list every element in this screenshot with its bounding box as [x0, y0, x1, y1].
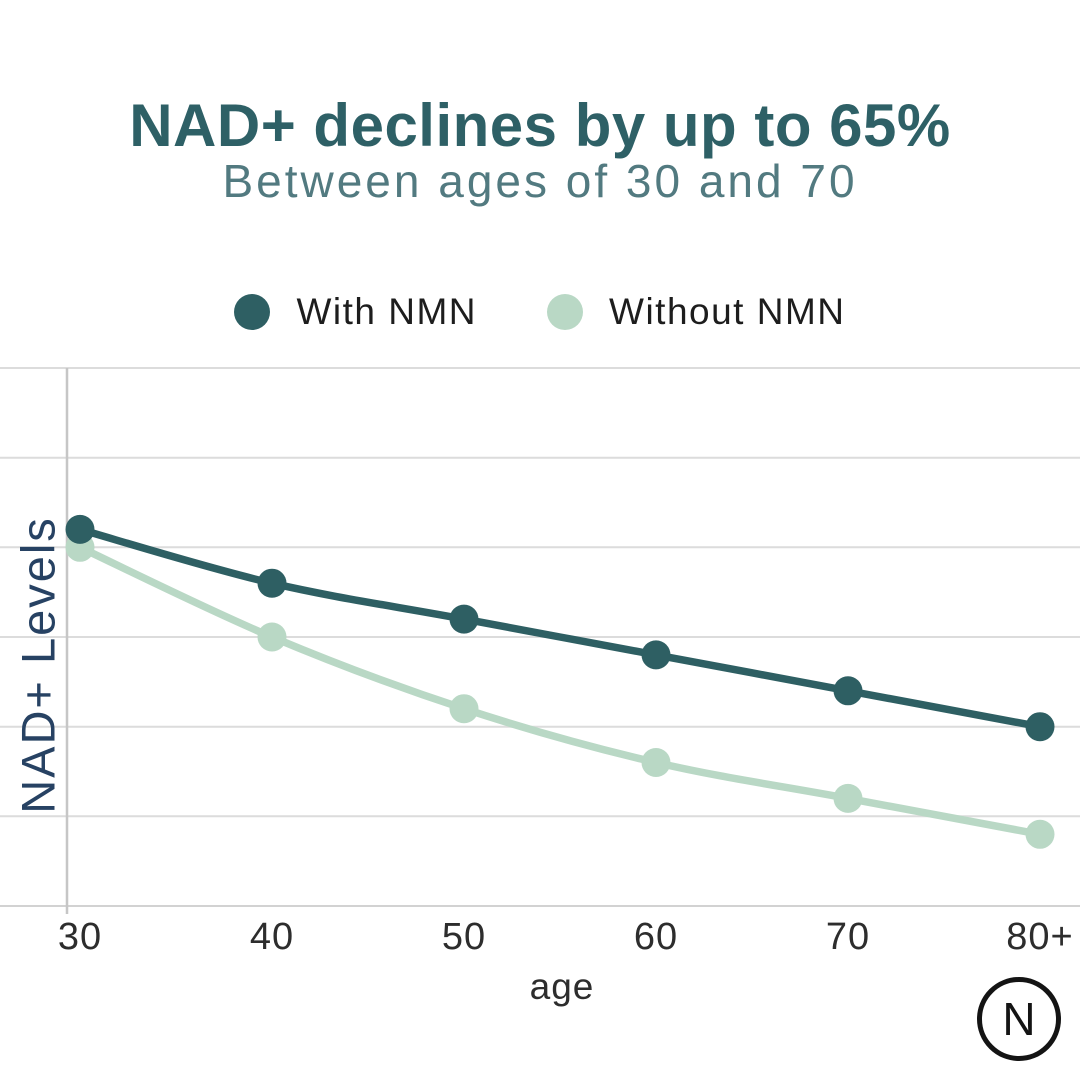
- legend-marker-with-nmn-icon: [234, 294, 271, 330]
- legend-item-with-nmn: With NMN: [234, 291, 477, 333]
- data-point-with-nmn: [65, 514, 95, 544]
- line-chart: 30 40 50 60 70 80+ NAD+ Levels age: [0, 367, 1080, 1007]
- data-point-with-nmn: [641, 640, 671, 670]
- brand-logo: N: [977, 977, 1061, 1061]
- data-point-without-nmn: [257, 622, 287, 652]
- grid-layer: [0, 367, 1080, 914]
- data-point-with-nmn: [833, 676, 863, 706]
- data-point-without-nmn: [449, 694, 479, 724]
- x-tick-label: 80+: [1006, 916, 1073, 958]
- x-axis-label: age: [530, 966, 595, 1007]
- data-point-without-nmn: [833, 783, 863, 813]
- x-tick-label: 60: [634, 916, 678, 958]
- legend-marker-without-nmn-icon: [547, 294, 584, 330]
- page-subtitle: Between ages of 30 and 70: [222, 155, 858, 207]
- data-point-without-nmn: [1025, 819, 1055, 849]
- legend-item-without-nmn: Without NMN: [547, 291, 845, 333]
- legend-label-with-nmn: With NMN: [296, 291, 478, 332]
- x-tick-label: 30: [58, 916, 102, 958]
- x-tick-label: 70: [826, 916, 870, 958]
- brand-logo-letter: N: [1002, 993, 1036, 1045]
- x-tick-labels: 30 40 50 60 70 80+: [58, 916, 1073, 958]
- page-title: NAD+ declines by up to 65%: [129, 92, 951, 159]
- data-point-with-nmn: [257, 568, 287, 598]
- data-point-with-nmn: [449, 604, 479, 634]
- data-point-without-nmn: [641, 748, 671, 777]
- series-layer: [65, 514, 1055, 849]
- data-point-with-nmn: [1025, 712, 1055, 742]
- y-axis-label: NAD+ Levels: [12, 516, 65, 814]
- series-line-without-nmn: [76, 543, 1044, 839]
- legend: With NMN Without NMN: [0, 288, 1080, 336]
- legend-label-without-nmn: Without NMN: [609, 291, 846, 332]
- series-line-with-nmn: [76, 525, 1044, 731]
- x-tick-label: 40: [250, 916, 294, 958]
- x-tick-label: 50: [442, 916, 486, 958]
